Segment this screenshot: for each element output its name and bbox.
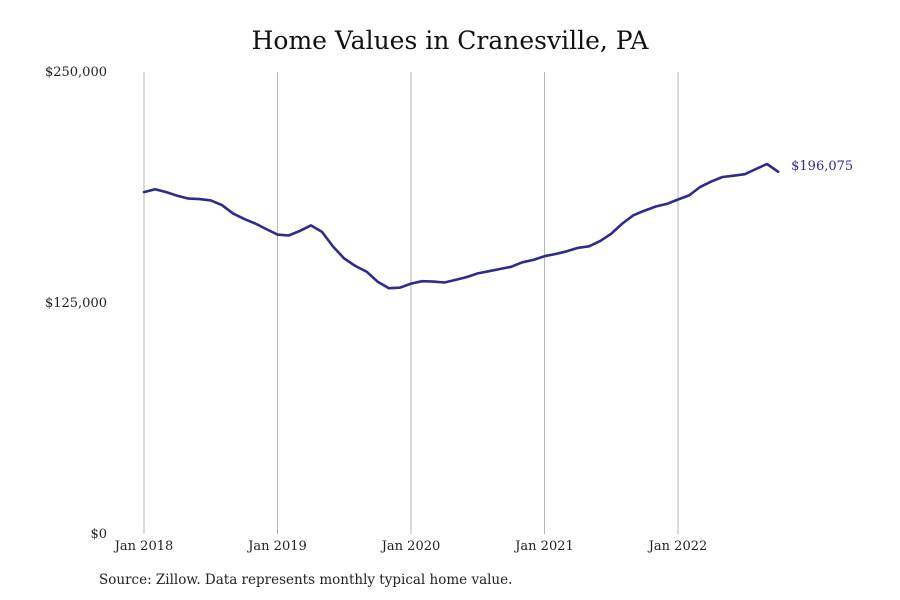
gridlines bbox=[143, 72, 679, 534]
x-tick-label: Jan 2021 bbox=[513, 539, 574, 554]
x-tick-label: Jan 2022 bbox=[647, 539, 708, 554]
y-tick-label: $250,000 bbox=[45, 65, 107, 80]
x-tick-label: Jan 2018 bbox=[113, 539, 174, 554]
end-value-label: $196,075 bbox=[791, 159, 853, 174]
chart-title: Home Values in Cranesville, PA bbox=[251, 26, 649, 55]
series-layer bbox=[142, 162, 780, 290]
source-note: Source: Zillow. Data represents monthly … bbox=[99, 572, 513, 588]
series-line bbox=[142, 162, 780, 290]
data-labels: $196,075 bbox=[791, 159, 853, 174]
x-axis: Jan 2018 Jan 2019 Jan 2020 Jan 2021 Jan 2022 bbox=[113, 539, 708, 554]
x-tick-label: Jan 2020 bbox=[380, 539, 441, 554]
y-tick-label: $0 bbox=[90, 527, 107, 542]
y-axis: $0 $125,000 $250,000 bbox=[45, 65, 107, 542]
x-tick-label: Jan 2019 bbox=[246, 539, 307, 554]
y-tick-label: $125,000 bbox=[45, 296, 107, 311]
